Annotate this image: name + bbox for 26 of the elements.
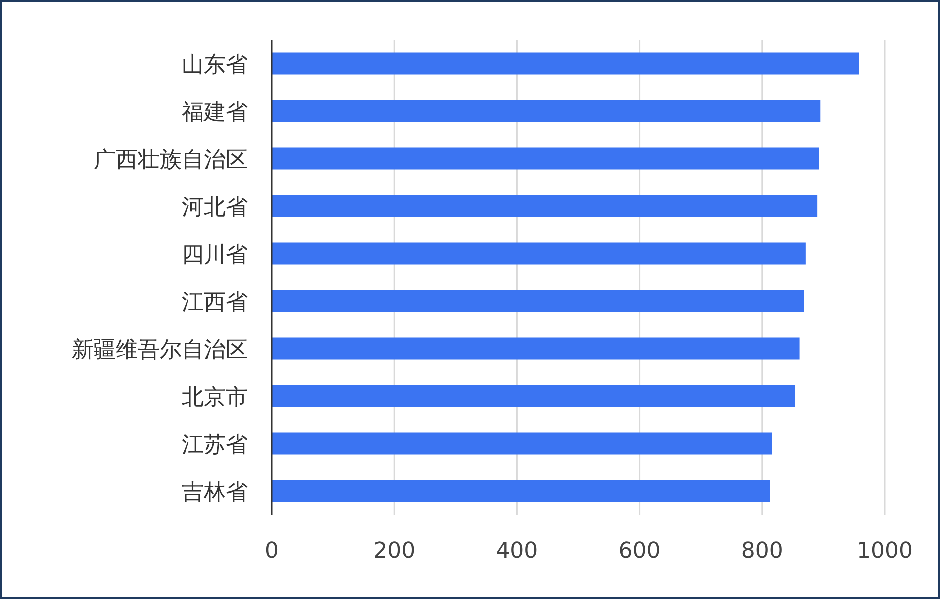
bar xyxy=(272,385,796,408)
bar xyxy=(272,148,820,170)
x-tick-label: 400 xyxy=(496,539,538,564)
y-tick-label: 福建省 xyxy=(182,100,248,126)
y-tick-label: 山东省 xyxy=(182,52,248,78)
y-tick-label: 吉林省 xyxy=(182,480,248,506)
y-tick-label: 河北省 xyxy=(182,195,248,220)
bar xyxy=(272,290,804,312)
y-tick-label: 广西壮族自治区 xyxy=(94,148,248,173)
bar xyxy=(272,480,770,502)
y-tick-label: 北京市 xyxy=(182,385,248,410)
x-tick-label: 1000 xyxy=(857,539,913,564)
bar xyxy=(272,100,821,122)
x-tick-label: 0 xyxy=(265,539,279,564)
bar xyxy=(272,242,806,265)
x-tick-label: 600 xyxy=(618,539,661,564)
y-tick-label: 四川省 xyxy=(182,242,248,268)
bar xyxy=(272,195,818,218)
x-tick-label: 200 xyxy=(374,539,416,564)
y-tick-label: 江苏省 xyxy=(182,432,248,458)
y-tick-label: 江西省 xyxy=(182,290,248,316)
bar xyxy=(272,432,772,455)
bar xyxy=(272,52,860,75)
bar xyxy=(272,338,800,360)
x-tick-label: 800 xyxy=(741,539,784,564)
y-tick-label: 新疆维吾尔自治区 xyxy=(72,338,248,363)
